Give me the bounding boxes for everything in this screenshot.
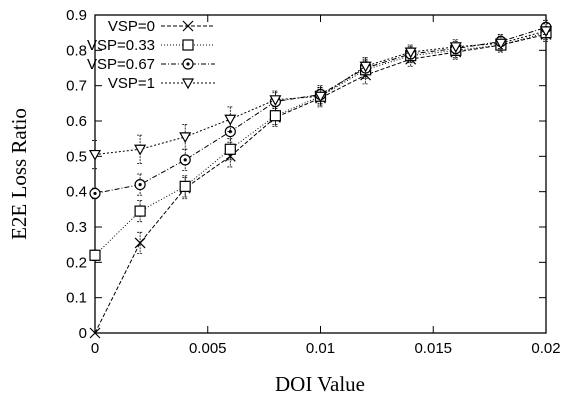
y-axis-title: E2E Loss Ratio <box>7 108 31 240</box>
legend-marker <box>182 58 194 70</box>
series-3 <box>89 19 552 200</box>
data-point <box>134 205 146 217</box>
legend-label: VSP=0 <box>108 18 155 35</box>
y-tick-label: 0.2 <box>66 254 87 271</box>
series-line <box>94 30 547 156</box>
data-point <box>89 249 101 261</box>
data-point <box>88 149 102 161</box>
data-point <box>179 132 192 144</box>
x-tick-label: 0 <box>91 340 99 357</box>
data-point <box>269 95 282 107</box>
data-point <box>539 26 553 38</box>
x-tick-label: 0.01 <box>306 340 335 357</box>
legend-entry: VSP=0.67 <box>87 56 215 73</box>
legend-entry: VSP=0.33 <box>87 37 215 54</box>
data-point <box>449 42 462 54</box>
data-point <box>134 237 146 249</box>
y-tick-label: 0.6 <box>66 113 87 130</box>
error-bar <box>362 57 369 76</box>
y-tick-label: 0.1 <box>66 290 87 307</box>
data-point <box>269 110 281 122</box>
legend: VSP=0 VSP=0.33 VSP=0.67 VSP=1 <box>87 18 215 92</box>
series-line <box>94 33 547 334</box>
x-tick-label: 0.015 <box>414 340 452 357</box>
error-bar <box>317 87 324 106</box>
legend-label: VSP=0.33 <box>87 37 155 54</box>
legend-label: VSP=1 <box>108 75 155 92</box>
legend-label: VSP=0.67 <box>87 56 155 73</box>
series-line <box>94 26 547 194</box>
error-bar <box>92 140 98 170</box>
data-point <box>224 143 236 155</box>
y-axis: 0 0.1 0.2 0.3 0.4 0.5 0.6 0.7 0.8 0.9 <box>66 7 546 342</box>
series-layer <box>88 19 553 339</box>
data-point <box>359 61 372 73</box>
legend-marker <box>181 78 195 90</box>
error-bar <box>272 90 279 110</box>
error-bar <box>137 134 144 164</box>
data-point <box>404 47 417 59</box>
series-1 <box>89 26 552 339</box>
y-tick-label: 0 <box>79 325 87 342</box>
data-point <box>224 114 237 126</box>
data-point <box>134 179 146 191</box>
x-axis: 0 0.005 0.01 0.015 0.02 <box>91 15 561 357</box>
legend-entry: VSP=0 <box>108 18 215 35</box>
data-point <box>134 144 147 156</box>
series-2 <box>89 25 552 261</box>
series-line <box>94 32 547 256</box>
data-point <box>179 154 191 166</box>
data-point <box>314 91 327 103</box>
data-point <box>89 187 101 200</box>
legend-entry: VSP=1 <box>108 75 215 92</box>
series-4 <box>88 23 553 170</box>
y-tick-label: 0.7 <box>66 78 87 95</box>
y-tick-label: 0.3 <box>66 219 87 236</box>
x-tick-label: 0.02 <box>531 340 560 357</box>
data-point <box>179 180 191 192</box>
legend-marker <box>182 20 194 32</box>
plot-frame <box>94 14 547 334</box>
plot-border <box>94 14 547 334</box>
legend-marker <box>182 39 194 51</box>
y-tick-label: 0.8 <box>66 42 87 59</box>
x-tick-label: 0.005 <box>189 340 227 357</box>
data-point <box>89 327 101 339</box>
y-tick-label: 0.9 <box>66 7 87 24</box>
x-axis-title: DOI Value <box>275 372 365 396</box>
data-point <box>494 38 507 50</box>
y-tick-label: 0.4 <box>66 184 87 201</box>
y-tick-label: 0.5 <box>66 148 87 165</box>
